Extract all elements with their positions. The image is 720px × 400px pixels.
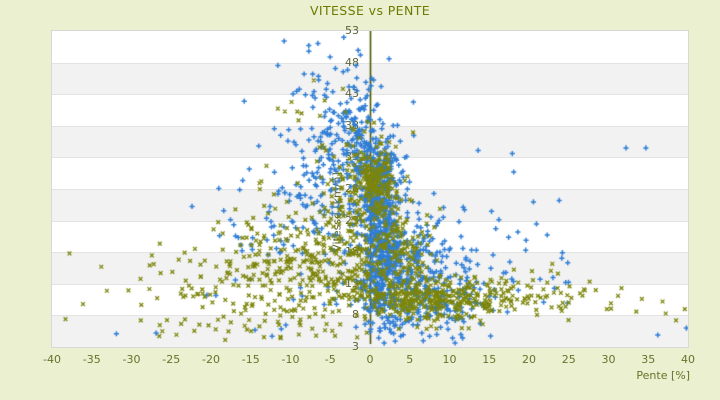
x-tick-label: -15 xyxy=(241,353,260,366)
scatter-canvas xyxy=(52,31,688,347)
x-tick-label: 10 xyxy=(442,353,457,366)
x-tick-label: -40 xyxy=(43,353,61,366)
x-tick-label: 0 xyxy=(366,353,374,366)
x-tick-label: 15 xyxy=(482,353,497,366)
plot-area: Vitesse [km/h] 53484338332823181383 -40-… xyxy=(43,25,695,367)
x-tick-label: -5 xyxy=(324,353,336,366)
x-tick-label: 20 xyxy=(522,353,536,366)
x-tick-label: 40 xyxy=(681,353,695,366)
x-tick-label: 30 xyxy=(601,353,616,366)
x-tick-label: 5 xyxy=(406,353,414,366)
x-tick-label: -20 xyxy=(202,353,220,366)
x-axis-label: Pente [%] xyxy=(636,369,690,382)
x-tick-label: -30 xyxy=(122,353,141,366)
x-tick-label: 35 xyxy=(641,353,656,366)
x-tick-label: -25 xyxy=(162,353,181,366)
chart-title: VITESSE vs PENTE xyxy=(309,3,431,18)
x-tick-label: 25 xyxy=(561,353,576,366)
x-tick-label: -10 xyxy=(281,353,300,366)
x-tick-label: -35 xyxy=(82,353,101,366)
